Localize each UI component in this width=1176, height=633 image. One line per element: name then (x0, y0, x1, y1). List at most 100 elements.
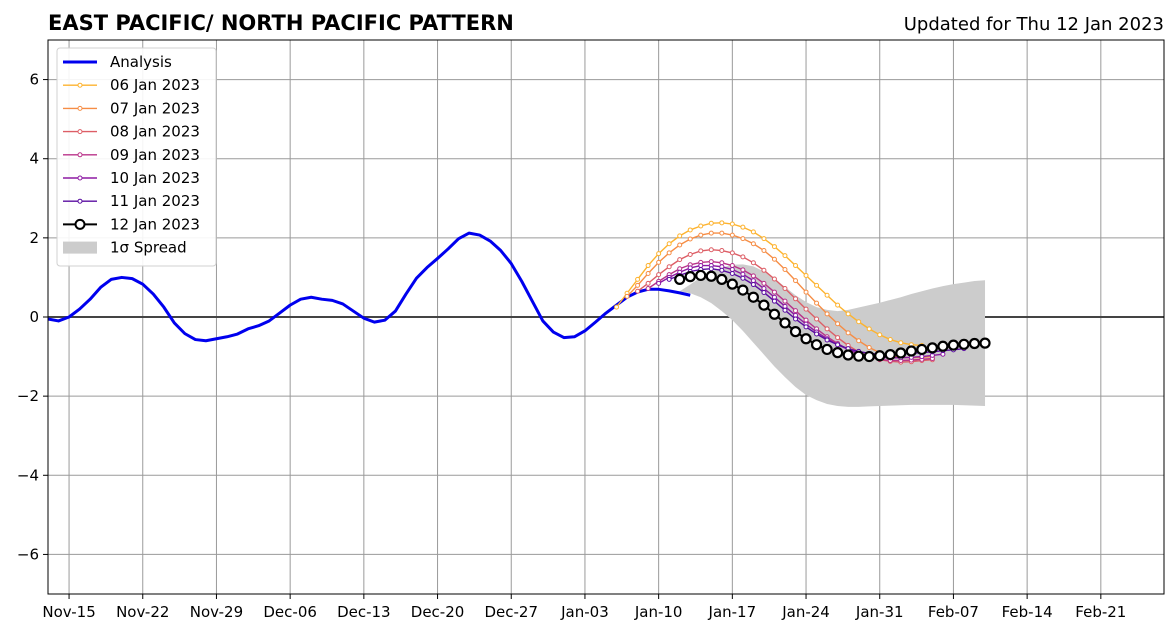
forecast-point (677, 257, 683, 263)
forecast-point (656, 259, 662, 265)
x-tick-label: Feb-14 (1002, 603, 1053, 621)
forecast-point (779, 317, 791, 329)
forecast-point (740, 267, 746, 273)
forecast-point (726, 278, 738, 290)
forecast-point (782, 303, 788, 309)
forecast-line (647, 260, 933, 362)
forecast-point (884, 348, 896, 361)
analysis-line (47, 231, 691, 343)
forecast-point (705, 270, 717, 282)
spread-band-area (679, 264, 986, 407)
forecast-point (803, 289, 809, 295)
forecast-point (814, 282, 820, 288)
forecast-point (771, 276, 777, 282)
forecast-point (750, 241, 756, 247)
forecast-series (674, 269, 991, 363)
forecast-point (761, 248, 767, 254)
forecast-point (768, 308, 781, 320)
forecast-point (814, 300, 820, 306)
forecast-point (782, 307, 788, 313)
forecast-point (793, 308, 799, 314)
forecast-point (842, 349, 854, 361)
forecast-point (719, 248, 725, 254)
forecast-point (656, 272, 662, 278)
forecast-point (716, 273, 728, 286)
forecast-point (740, 224, 746, 230)
x-tick-label: Jan-31 (855, 603, 904, 621)
forecast-point (635, 276, 641, 282)
forecast-point (824, 292, 830, 298)
forecast-point (771, 289, 777, 295)
forecast-point (708, 220, 714, 226)
forecast-point (740, 271, 746, 277)
y-tick-label: −2 (17, 387, 39, 405)
forecast-point (666, 250, 672, 256)
axis-ticks: −6 −4 −2 0 2 4 6 Nov-15 Nov-22 Nov-29 Dec-06 Dec-13… (17, 71, 1126, 621)
forecast-point (747, 291, 759, 303)
forecast-point (761, 286, 767, 292)
forecast-point (758, 299, 770, 311)
forecast-point (947, 339, 960, 351)
legend-label: 11 Jan 2023 (110, 192, 200, 210)
forecast-point (863, 350, 875, 363)
forecast-point (645, 286, 651, 292)
forecast-point (789, 326, 802, 338)
forecast-point (698, 232, 704, 238)
forecast-point (698, 263, 704, 269)
legend-box (56, 47, 217, 267)
legend-label: 10 Jan 2023 (110, 169, 200, 187)
forecast-point (835, 321, 841, 327)
forecast-point (824, 337, 830, 343)
forecast-point (979, 337, 991, 349)
forecast-point (968, 337, 981, 350)
forecast-point (803, 306, 809, 312)
forecast-point (740, 254, 746, 260)
forecast-point (814, 316, 820, 322)
y-tick-label: 0 (29, 308, 39, 326)
legend-swatch-marker (77, 105, 83, 111)
forecast-point (737, 284, 749, 296)
forecast-point (729, 270, 735, 276)
x-tick-label: Feb-21 (1075, 603, 1126, 621)
forecast-point (635, 282, 641, 288)
forecast-point (824, 311, 830, 317)
forecast-point (750, 229, 756, 235)
forecast-point (645, 270, 651, 276)
forecast-point (866, 326, 872, 332)
y-tick-label: −6 (17, 545, 39, 563)
forecast-point (645, 280, 651, 286)
forecast-point (719, 260, 725, 266)
legend-swatch-marker (77, 82, 83, 88)
forecast-point (856, 319, 862, 325)
forecast-point (719, 230, 725, 236)
forecast-point (677, 242, 683, 248)
forecast-point (916, 343, 928, 356)
forecast-point (750, 278, 756, 284)
forecast-point (698, 223, 704, 229)
forecast-point (761, 289, 767, 295)
forecast-point (771, 294, 777, 300)
forecast-point (729, 221, 735, 227)
forecast-point (845, 330, 851, 336)
forecast-point (793, 278, 799, 284)
legend: Analysis 06 Jan 2023 07 Jan 2023 08 Jan 202… (56, 47, 217, 267)
forecast-point (898, 340, 904, 346)
forecast-point (684, 271, 696, 283)
forecast-point (740, 236, 746, 242)
legend-label: 07 Jan 2023 (110, 99, 200, 117)
x-tick-label: Dec-20 (411, 603, 465, 621)
legend-label: 08 Jan 2023 (110, 123, 200, 141)
x-tick-label: Jan-24 (781, 603, 830, 621)
forecast-point (729, 250, 735, 256)
x-tick-label: Nov-22 (116, 603, 169, 621)
forecast-point (926, 342, 938, 354)
x-tick-label: Nov-15 (42, 603, 95, 621)
forecast-point (624, 293, 630, 299)
forecast-point (824, 326, 830, 332)
forecast-point (729, 232, 735, 238)
forecast-point (719, 220, 725, 226)
forecast-point (958, 338, 970, 350)
forecast-point (687, 251, 693, 257)
forecast-point (695, 269, 707, 282)
